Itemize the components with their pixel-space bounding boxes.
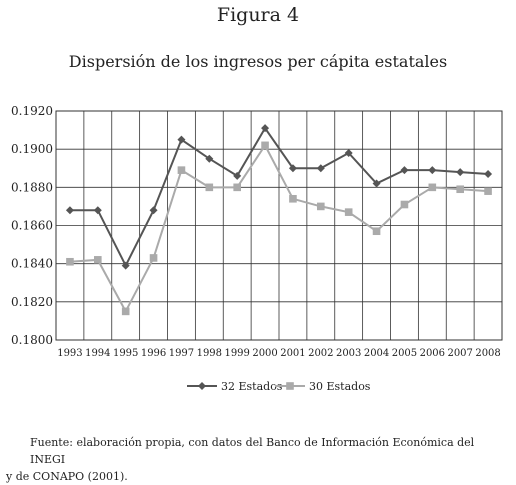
data-point-diamond xyxy=(456,168,465,177)
chart-series xyxy=(65,124,493,316)
source-line-1: Fuente: elaboración propia, con datos de… xyxy=(30,436,475,466)
data-point-diamond xyxy=(65,206,74,215)
x-tick-label: 2001 xyxy=(280,348,305,359)
series-light xyxy=(66,141,492,316)
data-point-diamond xyxy=(428,166,437,175)
data-point-square xyxy=(286,382,294,390)
series-line xyxy=(69,126,489,268)
data-point-square xyxy=(344,208,353,216)
data-point-diamond xyxy=(198,382,206,390)
legend-item: 32 Estados xyxy=(187,380,283,393)
legend-label: 30 Estados xyxy=(309,380,371,393)
data-point-diamond xyxy=(205,154,214,163)
data-point-diamond xyxy=(484,169,493,178)
chart-title: Dispersión de los ingresos per cápita es… xyxy=(68,52,448,71)
data-point-square xyxy=(233,183,241,192)
x-tick-label: 2005 xyxy=(392,348,417,359)
data-point-square xyxy=(94,256,102,264)
data-point-square xyxy=(456,185,464,194)
figure-label: Figura 4 xyxy=(216,4,300,26)
line-chart: 0.1800 0.1820 0.1840 0.1860 0.1880 0.1900 0.19… xyxy=(11,104,503,393)
x-tick-label: 1999 xyxy=(224,348,249,359)
data-point-diamond xyxy=(177,135,186,144)
data-point-square xyxy=(372,227,381,236)
x-tick-label: 1997 xyxy=(169,348,194,359)
y-tick-label: 0.1860 xyxy=(11,219,53,233)
x-axis-ticks: 1993 1994 1995 1996 1997 1998 1999 2000 2001 2002… xyxy=(57,348,501,359)
x-tick-label: 2003 xyxy=(336,348,361,359)
x-tick-label: 2008 xyxy=(475,348,500,359)
y-tick-label: 0.1880 xyxy=(11,180,53,194)
data-point-diamond xyxy=(344,148,353,157)
data-point-square xyxy=(400,200,409,209)
data-point-diamond xyxy=(261,124,270,133)
data-point-diamond xyxy=(149,206,158,215)
data-point-diamond xyxy=(288,164,297,173)
chart-legend: 32 Estados 30 Estados xyxy=(187,380,371,393)
legend-label: 32 Estados xyxy=(221,380,283,393)
x-tick-label: 1993 xyxy=(57,348,82,359)
data-point-diamond xyxy=(93,206,102,215)
data-point-square xyxy=(149,254,158,262)
x-tick-label: 1995 xyxy=(113,348,138,359)
data-point-diamond xyxy=(121,261,130,270)
data-point-diamond xyxy=(233,171,242,180)
y-tick-label: 0.1800 xyxy=(11,333,53,347)
x-tick-label: 1996 xyxy=(141,348,166,359)
y-tick-label: 0.1840 xyxy=(11,257,53,271)
x-tick-label: 2002 xyxy=(308,348,333,359)
y-tick-label: 0.1920 xyxy=(11,104,53,118)
data-point-square xyxy=(484,187,492,195)
legend-item: 30 Estados xyxy=(275,380,371,393)
x-tick-label: 1998 xyxy=(197,348,222,359)
x-tick-label: 1994 xyxy=(85,348,110,359)
data-point-diamond xyxy=(400,166,409,175)
data-point-diamond xyxy=(372,179,381,188)
data-point-square xyxy=(177,166,186,174)
y-tick-label: 0.1820 xyxy=(11,295,53,309)
data-point-square xyxy=(121,307,130,316)
x-tick-label: 2006 xyxy=(420,348,445,359)
series-dark xyxy=(65,124,493,270)
data-point-square xyxy=(261,141,269,150)
y-axis-ticks: 0.1800 0.1820 0.1840 0.1860 0.1880 0.1900 0.19… xyxy=(11,104,53,347)
x-tick-label: 2007 xyxy=(447,348,472,359)
data-point-square xyxy=(205,183,214,192)
data-point-square xyxy=(428,183,437,192)
x-tick-label: 2004 xyxy=(364,348,389,359)
source-note: Fuente: elaboración propia, con datos de… xyxy=(6,434,512,485)
x-tick-label: 2000 xyxy=(252,348,277,359)
data-point-square xyxy=(66,257,74,266)
data-point-square xyxy=(289,194,297,203)
data-point-diamond xyxy=(316,164,325,173)
y-tick-label: 0.1900 xyxy=(11,142,53,156)
data-point-square xyxy=(317,202,325,211)
series-line xyxy=(69,143,489,314)
